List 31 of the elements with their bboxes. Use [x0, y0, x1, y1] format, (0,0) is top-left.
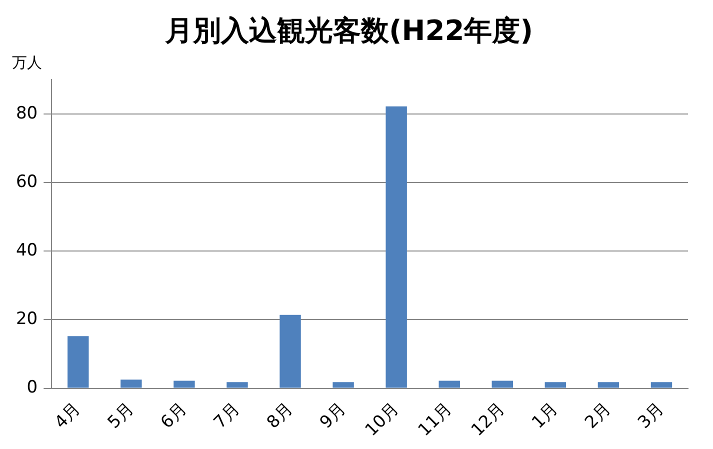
x-tick-label: 10月: [362, 398, 403, 440]
y-axis-title: 万人: [12, 53, 42, 72]
bar: [598, 382, 620, 388]
x-tick-label: 3月: [634, 398, 668, 433]
bar: [438, 380, 460, 388]
bar: [386, 106, 407, 388]
x-tick-label: 11月: [414, 398, 456, 440]
bar: [68, 336, 89, 388]
y-tick-label: 80: [16, 103, 38, 124]
bar: [650, 382, 672, 388]
x-tick-label: 1月: [528, 398, 562, 433]
x-tick-label: 2月: [581, 398, 616, 433]
x-tick-label: 12月: [468, 398, 510, 440]
y-tick-label: 0: [26, 378, 38, 398]
y-tick-label: 40: [16, 240, 38, 260]
x-tick-label: 4月: [50, 398, 85, 433]
bar: [174, 380, 195, 388]
x-tick-label: 6月: [157, 398, 191, 433]
bar: [226, 382, 248, 388]
x-tick-label: 5月: [104, 398, 138, 433]
x-tick-label: 9月: [316, 398, 350, 433]
bar: [492, 380, 513, 388]
bar: [120, 380, 142, 388]
x-tick-label: 7月: [210, 398, 244, 433]
bar: [544, 382, 566, 388]
chart-title: 月別入込観光客数(H22年度): [164, 14, 533, 48]
y-tick-label: 60: [16, 172, 38, 192]
y-tick-label: 20: [16, 309, 38, 330]
bar: [332, 382, 354, 388]
bar: [280, 314, 301, 388]
x-tick-label: 8月: [263, 398, 297, 433]
